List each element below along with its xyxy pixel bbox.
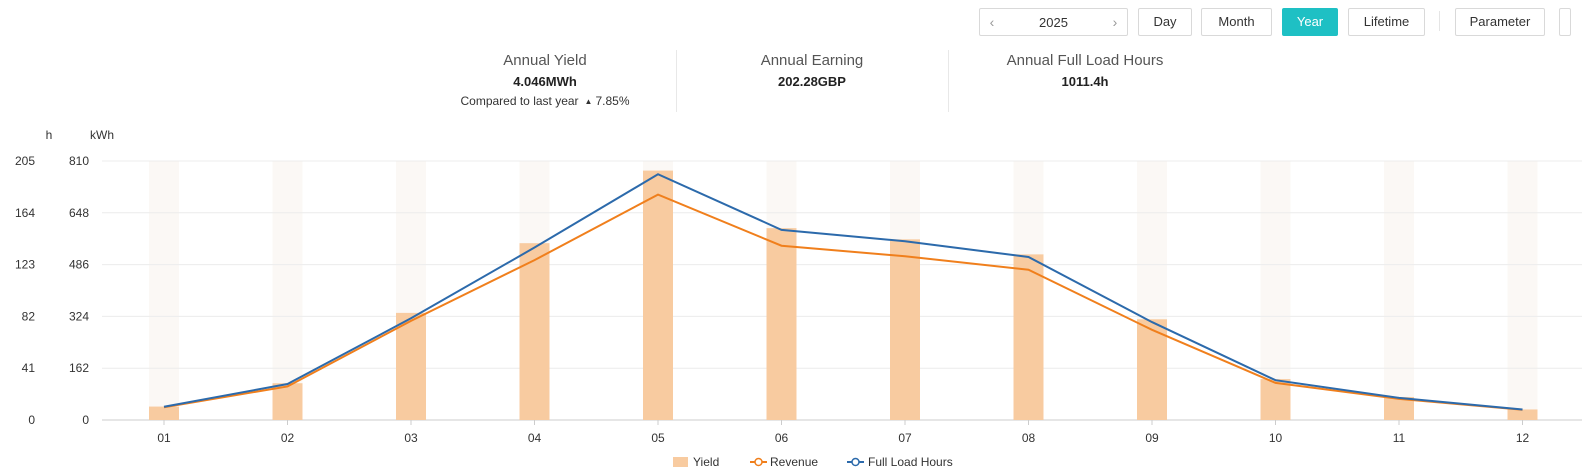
x-tick-label: 08 (1022, 431, 1036, 445)
x-tick-label: 06 (775, 431, 789, 445)
x-tick-label: 02 (281, 431, 295, 445)
right-axis-tick-label: 810 (69, 154, 89, 168)
x-tick-label: 01 (157, 431, 171, 445)
annual-hours-value: 1011.4h (1061, 74, 1109, 89)
left-axis-tick-label: 164 (15, 206, 35, 220)
yield-bar (1260, 379, 1291, 420)
legend-yield-swatch (673, 457, 688, 467)
chevron-right-icon[interactable]: › (1112, 14, 1118, 30)
yield-bar (396, 312, 426, 420)
yield-bar (1137, 319, 1167, 420)
legend-yield-label: Yield (693, 455, 719, 469)
year-picker[interactable]: ‹ 2025 › (979, 8, 1128, 36)
yield-bar (519, 243, 550, 420)
annual-earning-stat: Annual Earning 202.28GBP (712, 48, 912, 89)
yield-bar (890, 239, 920, 420)
annual-earning-label: Annual Earning (760, 52, 864, 69)
background-column (1384, 161, 1414, 420)
x-tick-label: 05 (651, 431, 665, 445)
annual-yield-value: 4.046MWh (513, 74, 577, 89)
year-value[interactable]: 2025 (1039, 14, 1068, 30)
yield-bar (1013, 254, 1044, 420)
legend-hours-marker (851, 457, 860, 467)
right-axis-tick-label: 324 (69, 309, 89, 323)
annual-summary: Annual Yield 4.046MWh Compared to last y… (0, 48, 1582, 114)
comparison-label: Compared to last year (460, 94, 579, 108)
background-column (149, 161, 179, 420)
year-button[interactable]: Year (1282, 8, 1338, 36)
yield-bar (272, 383, 303, 420)
left-axis-tick-label: 82 (22, 309, 36, 323)
chevron-left-icon[interactable]: ‹ (989, 14, 995, 30)
left-axis-tick-label: 0 (28, 413, 35, 427)
background-column (272, 161, 303, 420)
yield-bar (1384, 396, 1414, 420)
yield-bar (643, 170, 673, 420)
left-axis-tick-label: 123 (15, 258, 35, 272)
left-axis-tick-label: 41 (22, 361, 36, 375)
annual-earning-value: 202.28GBP (778, 74, 846, 89)
x-tick-label: 12 (1516, 431, 1530, 445)
yield-chart: 0 0 162 41 324 82 486 123 648 164 810 205 h kWh 01 02 03… (15, 128, 1582, 469)
summary-divider (948, 50, 949, 112)
legend-hours-label: Full Load Hours (868, 455, 953, 469)
legend-revenue-marker (754, 457, 763, 467)
lifetime-button[interactable]: Lifetime (1348, 8, 1425, 36)
right-axis-tick-label: 648 (69, 206, 89, 220)
annual-hours-stat: Annual Full Load Hours 1011.4h (985, 48, 1185, 89)
yield-bar (1507, 409, 1538, 420)
x-tick-label: 10 (1269, 431, 1283, 445)
triangle-up-icon: ▲ (584, 97, 593, 106)
right-axis-tick-label: 486 (69, 258, 89, 272)
comparison-value: 7.85% (595, 94, 630, 108)
full-load-hours-line (163, 173, 1523, 411)
right-axis-tick-label: 0 (82, 413, 89, 427)
left-axis-tick-label: 205 (15, 154, 35, 168)
left-axis-unit: h (46, 128, 53, 142)
legend-revenue-label: Revenue (770, 455, 818, 469)
x-tick-label: 03 (404, 431, 418, 445)
right-axis-tick-label: 162 (69, 361, 89, 375)
yield-bar (149, 406, 179, 420)
revenue-line (163, 193, 1523, 411)
x-tick-label: 11 (1393, 431, 1406, 445)
yield-bar (766, 228, 797, 420)
month-button[interactable]: Month (1201, 8, 1272, 36)
x-tick-label: 09 (1145, 431, 1159, 445)
right-axis-unit: kWh (90, 128, 114, 142)
annual-yield-stat: Annual Yield 4.046MWh Compared to last y… (440, 48, 650, 108)
background-column (1507, 161, 1538, 420)
annual-yield-label: Annual Yield (503, 52, 587, 69)
yield-comparison: Compared to last year ▲ 7.85% (440, 94, 650, 108)
toolbar-divider (1439, 11, 1440, 31)
background-column (1260, 161, 1291, 420)
more-button[interactable] (1559, 8, 1571, 36)
day-button[interactable]: Day (1138, 8, 1192, 36)
parameter-button[interactable]: Parameter (1455, 8, 1545, 36)
x-tick-label: 07 (898, 431, 912, 445)
x-tick-label: 04 (528, 431, 542, 445)
annual-hours-label: Annual Full Load Hours (1006, 52, 1164, 69)
summary-divider (676, 50, 677, 112)
